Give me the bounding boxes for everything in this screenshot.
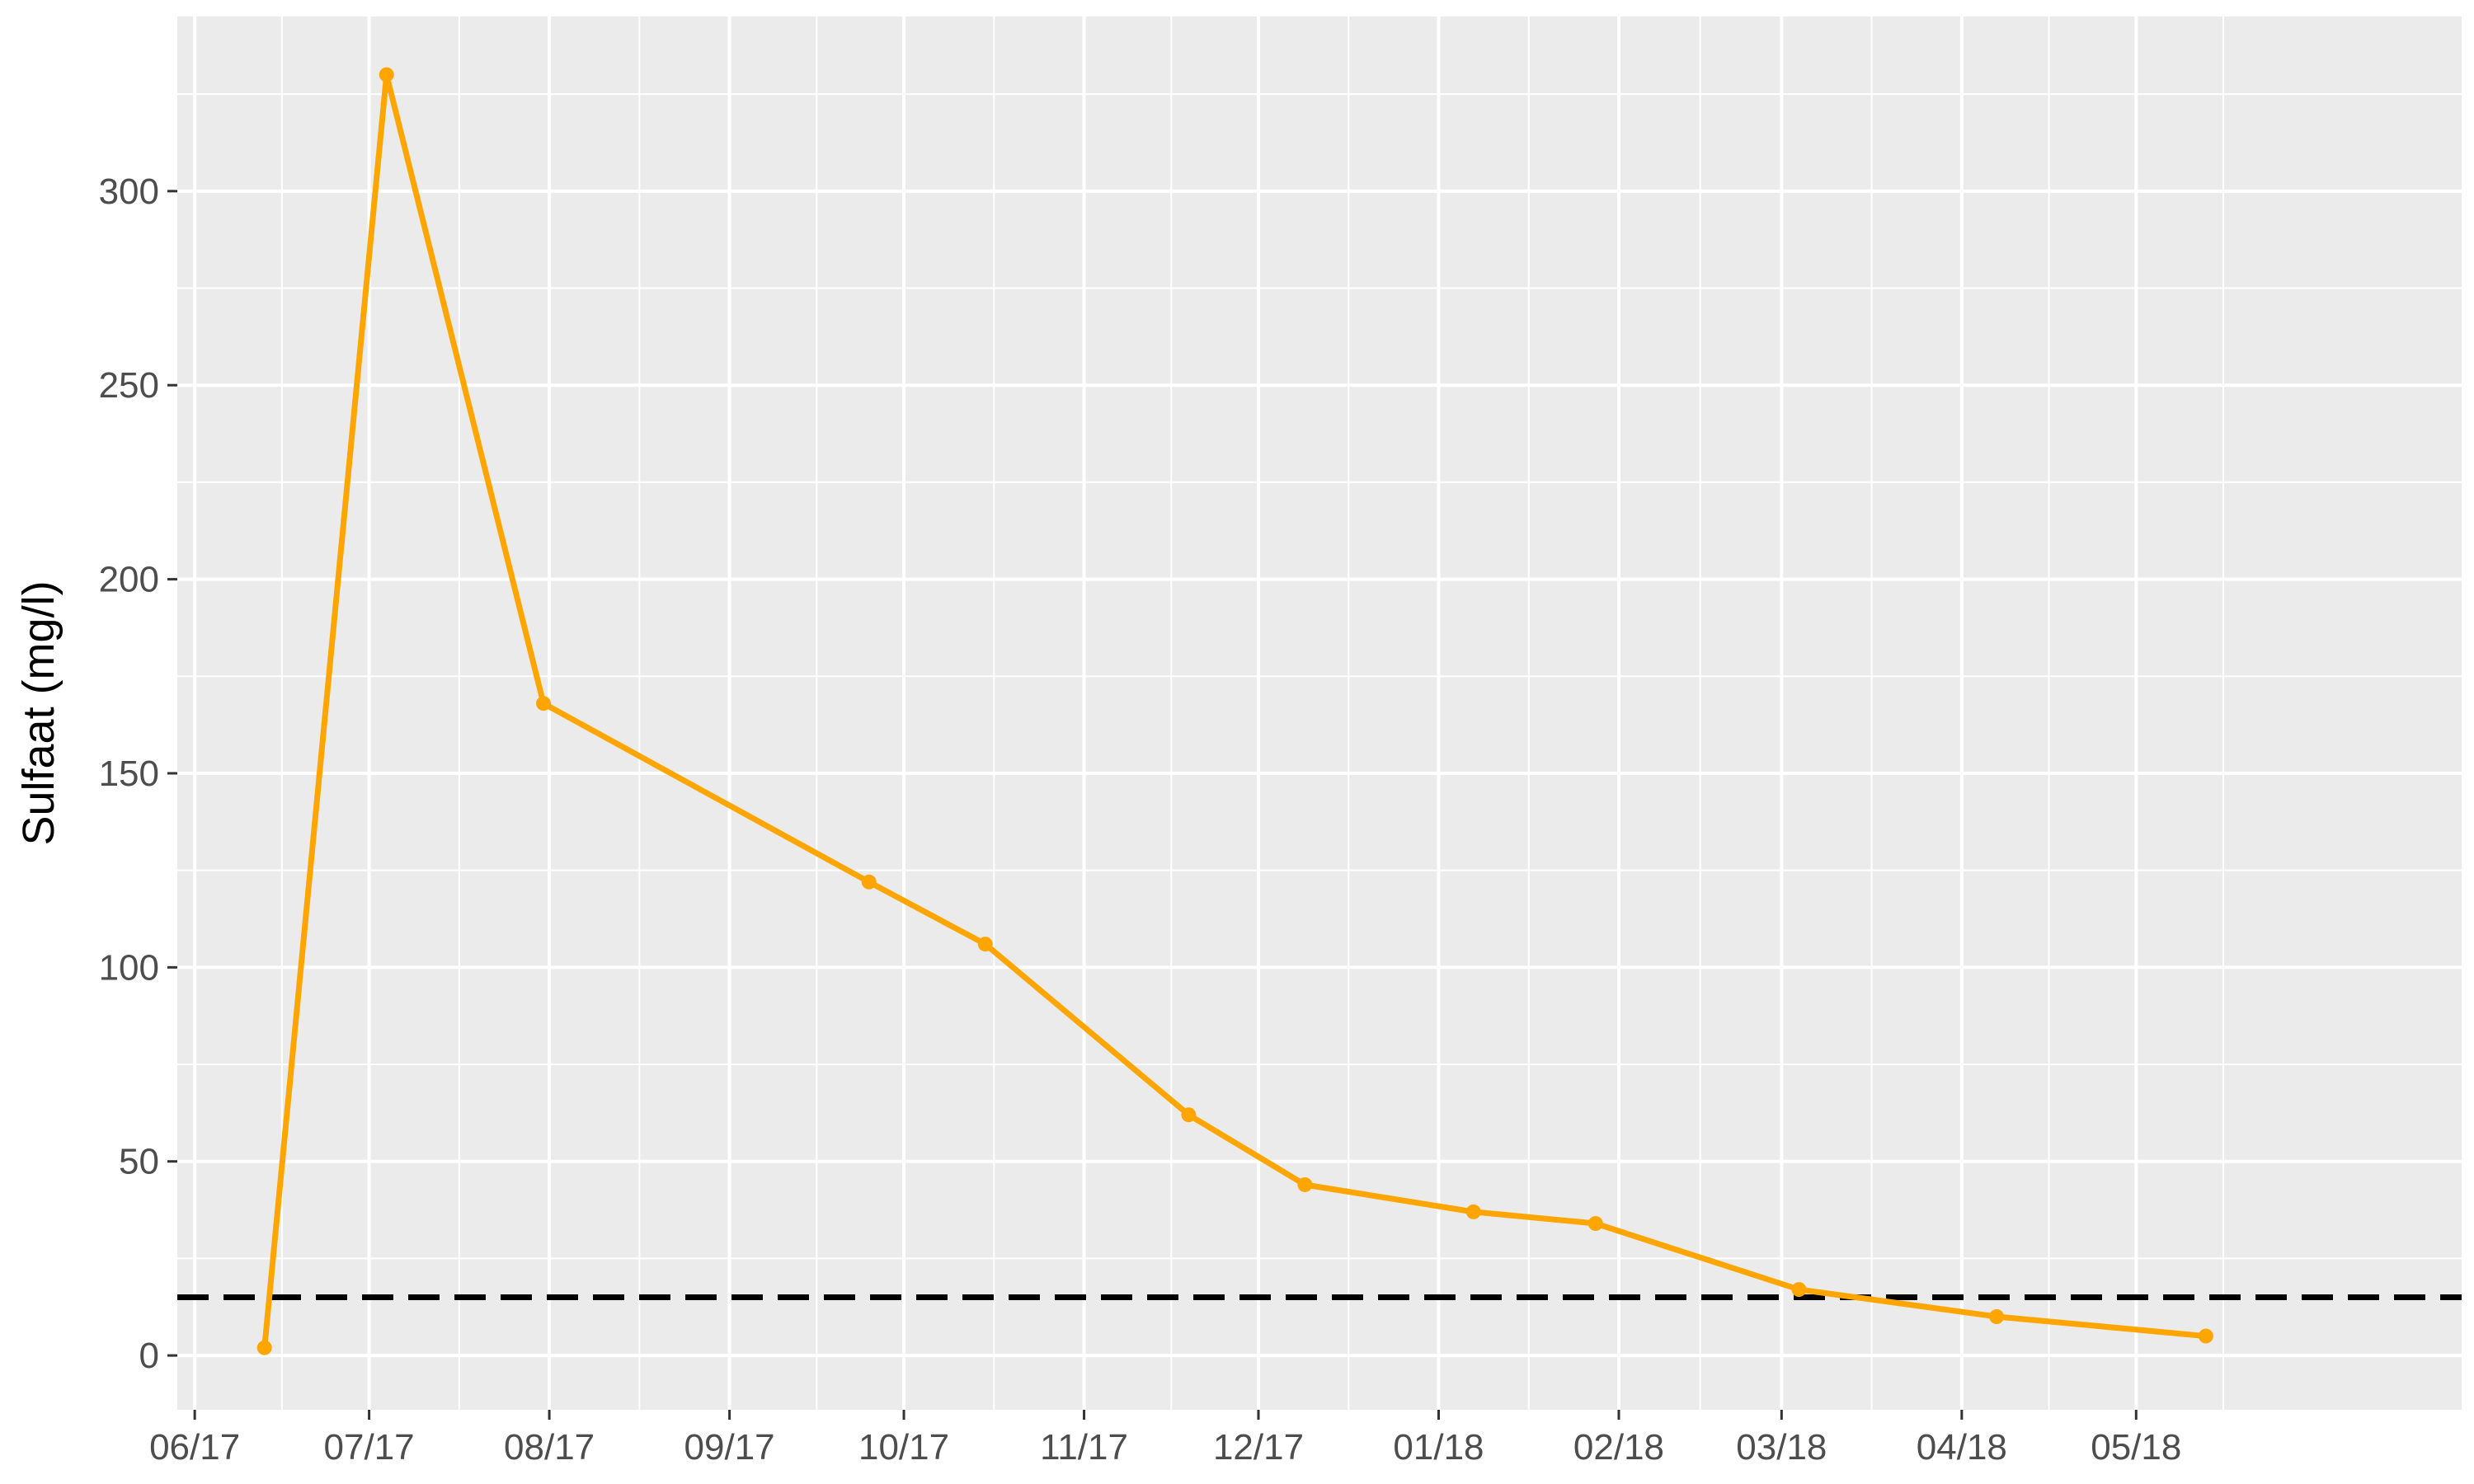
x-tick-label: 02/18 [1573,1427,1664,1468]
x-tick-label: 09/17 [684,1427,775,1468]
data-point [1989,1309,2005,1325]
x-tick-label: 05/18 [2091,1427,2181,1468]
data-point [1465,1204,1481,1219]
y-tick-label: 200 [99,560,159,600]
x-tick-label: 11/17 [1040,1427,1128,1468]
x-tick-label: 04/18 [1917,1427,2007,1468]
x-tick-label: 03/18 [1736,1427,1827,1468]
data-point [1791,1282,1807,1298]
data-point [2198,1328,2213,1344]
data-point [536,696,552,711]
data-point [1587,1216,1603,1232]
y-tick-label: 100 [99,947,159,988]
data-point [379,67,394,82]
x-tick-label: 12/17 [1213,1427,1304,1468]
x-tick-label: 10/17 [858,1427,949,1468]
x-tick-label: 07/17 [324,1427,415,1468]
data-point [861,874,877,890]
x-tick-labels: 06/17 07/17 08/17 09/17 10/17 11/17 12/17 01/18… [149,1427,2181,1468]
y-tick-labels: 0 50 100 150 200 250 300 [99,171,159,1376]
x-tick-label: 01/18 [1393,1427,1484,1468]
x-tick-label: 06/17 [149,1427,240,1468]
x-tick-label: 08/17 [504,1427,595,1468]
data-point [1297,1176,1313,1192]
data-points [256,67,2213,1355]
major-gridlines [177,16,2462,1410]
plot-panel [177,16,2462,1410]
data-point [1181,1107,1197,1123]
data-point [256,1340,272,1355]
data-point [977,937,993,952]
minor-gridlines [177,16,2462,1410]
y-tick-label: 250 [99,365,159,406]
y-axis-title: Sulfaat (mg/l) [14,580,63,845]
y-tick-label: 50 [119,1142,159,1182]
axis-ticks [167,190,2138,1420]
series-line [261,72,2207,1349]
y-tick-label: 0 [139,1336,159,1376]
y-tick-label: 150 [99,754,159,794]
y-tick-label: 300 [99,171,159,212]
